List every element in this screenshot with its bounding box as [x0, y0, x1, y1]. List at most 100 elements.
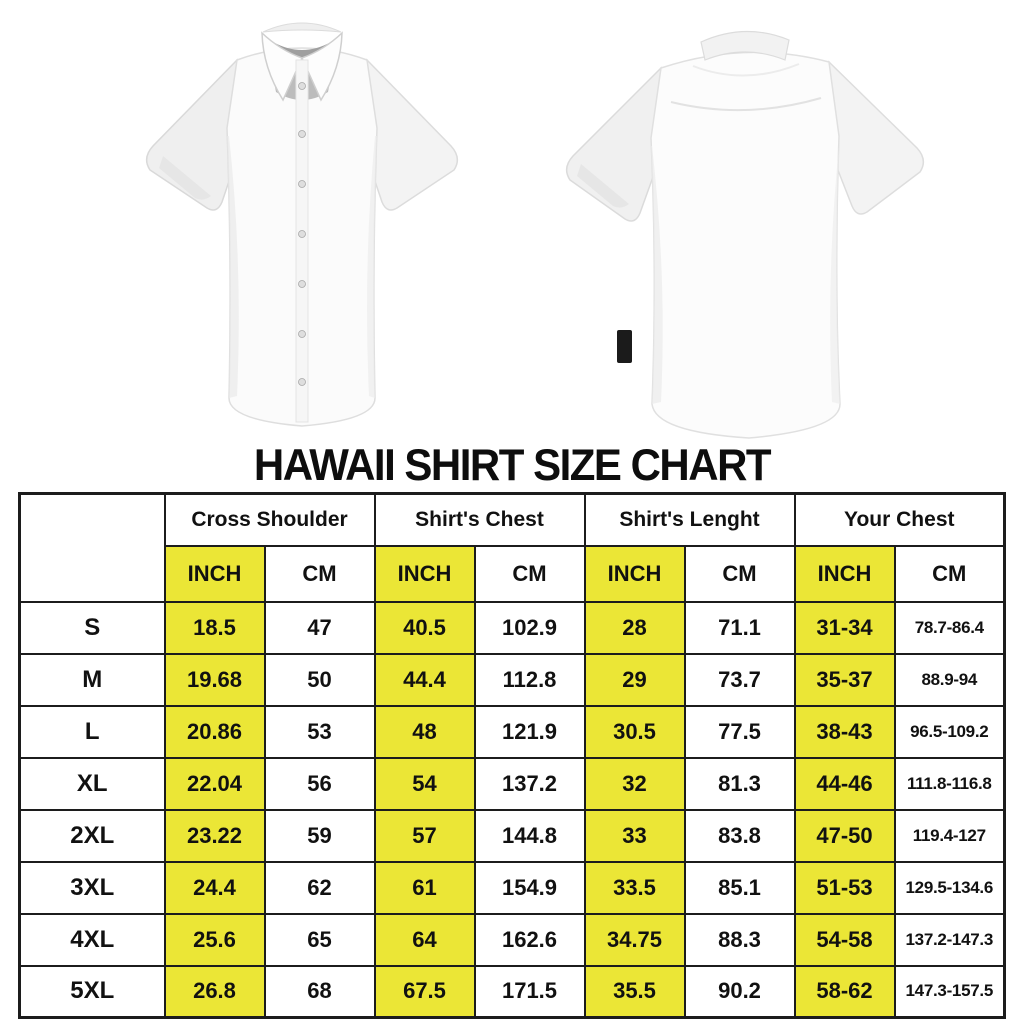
inch-header: INCH: [583, 544, 686, 603]
inch-value-cell: 33.5: [583, 860, 686, 915]
cm-value-cell: 65: [263, 912, 376, 967]
cm-value-cell: 154.9: [473, 860, 586, 915]
size-column-corner-cell: [18, 492, 166, 603]
table-row: 5XL 26.8 68 67.5 171.5 35.5 90.2 58-62 147.3-157…: [18, 964, 1006, 1019]
inch-value-cell: 58-62: [793, 964, 896, 1019]
cm-value-cell: 121.9: [473, 704, 586, 759]
cm-value-cell: 77.5: [683, 704, 796, 759]
inch-value-cell: 35-37: [793, 652, 896, 707]
cm-value-cell: 83.8: [683, 808, 796, 863]
cm-value-cell: 137.2-147.3: [893, 912, 1006, 967]
cm-value-cell: 144.8: [473, 808, 586, 863]
column-group-shirts-chest: Shirt's Chest: [373, 492, 586, 547]
inch-header: INCH: [793, 544, 896, 603]
inch-value-cell: 61: [373, 860, 476, 915]
inch-value-cell: 29: [583, 652, 686, 707]
inch-value-cell: 38-43: [793, 704, 896, 759]
table-row: M 19.68 50 44.4 112.8 29 73.7 35-37 88.9-94: [18, 652, 1006, 707]
inch-value-cell: 18.5: [163, 600, 266, 655]
inch-value-cell: 35.5: [583, 964, 686, 1019]
column-group-shirts-lenght: Shirt's Lenght: [583, 492, 796, 547]
page-title: HAWAII SHIRT SIZE CHART: [253, 439, 772, 490]
inch-value-cell: 40.5: [373, 600, 476, 655]
inch-value-cell: 28: [583, 600, 686, 655]
cm-value-cell: 119.4-127: [893, 808, 1006, 863]
cm-value-cell: 81.3: [683, 756, 796, 811]
size-cell: XL: [18, 756, 166, 811]
cm-value-cell: 53: [263, 704, 376, 759]
cm-value-cell: 102.9: [473, 600, 586, 655]
cm-value-cell: 137.2: [473, 756, 586, 811]
inch-header: INCH: [163, 544, 266, 603]
cm-value-cell: 71.1: [683, 600, 796, 655]
column-group-your-chest: Your Chest: [793, 492, 1006, 547]
size-cell: M: [18, 652, 166, 707]
table-row: 3XL 24.4 62 61 154.9 33.5 85.1 51-53 129.5-134.6: [18, 860, 1006, 915]
inch-value-cell: 24.4: [163, 860, 266, 915]
cm-value-cell: 147.3-157.5: [893, 964, 1006, 1019]
cm-value-cell: 50: [263, 652, 376, 707]
cm-value-cell: 68: [263, 964, 376, 1019]
size-table-body: S 18.5 47 40.5 102.9 28 71.1 31-34 78.7-86.4 M 19.…: [18, 600, 1006, 1019]
cm-header: CM: [683, 544, 796, 603]
inch-value-cell: 25.6: [163, 912, 266, 967]
inch-value-cell: 44.4: [373, 652, 476, 707]
table-row: 4XL 25.6 65 64 162.6 34.75 88.3 54-58 137.2-147.…: [18, 912, 1006, 967]
cm-value-cell: 85.1: [683, 860, 796, 915]
table-row: XL 22.04 56 54 137.2 32 81.3 44-46 111.8-116.8: [18, 756, 1006, 811]
inch-value-cell: 51-53: [793, 860, 896, 915]
inch-value-cell: 33: [583, 808, 686, 863]
cm-value-cell: 47: [263, 600, 376, 655]
inch-value-cell: 19.68: [163, 652, 266, 707]
inch-value-cell: 30.5: [583, 704, 686, 759]
size-cell: 5XL: [18, 964, 166, 1019]
care-tag: [617, 330, 632, 363]
cm-value-cell: 129.5-134.6: [893, 860, 1006, 915]
inch-value-cell: 64: [373, 912, 476, 967]
inch-value-cell: 20.86: [163, 704, 266, 759]
inch-value-cell: 57: [373, 808, 476, 863]
cm-value-cell: 59: [263, 808, 376, 863]
cm-value-cell: 62: [263, 860, 376, 915]
unit-header-row: INCH CM INCH CM INCH CM INCH CM: [20, 544, 1006, 603]
shirt-front-photo: [145, 22, 459, 427]
group-header-row: Cross Shoulder Shirt's Chest Shirt's Len…: [18, 492, 1006, 603]
cm-value-cell: 90.2: [683, 964, 796, 1019]
cm-header: CM: [893, 544, 1006, 603]
cm-value-cell: 96.5-109.2: [893, 704, 1006, 759]
size-cell: S: [18, 600, 166, 655]
cm-value-cell: 88.3: [683, 912, 796, 967]
cm-value-cell: 112.8: [473, 652, 586, 707]
inch-value-cell: 48: [373, 704, 476, 759]
cm-value-cell: 162.6: [473, 912, 586, 967]
column-group-cross-shoulder: Cross Shoulder: [163, 492, 376, 547]
cm-value-cell: 78.7-86.4: [893, 600, 1006, 655]
inch-value-cell: 26.8: [163, 964, 266, 1019]
shirt-back-photo: [565, 30, 925, 439]
inch-value-cell: 47-50: [793, 808, 896, 863]
cm-value-cell: 111.8-116.8: [893, 756, 1006, 811]
cm-header: CM: [473, 544, 586, 603]
inch-value-cell: 22.04: [163, 756, 266, 811]
size-cell: 2XL: [18, 808, 166, 863]
inch-value-cell: 54-58: [793, 912, 896, 967]
size-chart-table: Cross Shoulder Shirt's Chest Shirt's Len…: [18, 492, 1007, 1019]
inch-value-cell: 31-34: [793, 600, 896, 655]
size-cell: 4XL: [18, 912, 166, 967]
inch-value-cell: 67.5: [373, 964, 476, 1019]
size-cell: L: [18, 704, 166, 759]
table-row: L 20.86 53 48 121.9 30.5 77.5 38-43 96.5-109.2: [18, 704, 1006, 759]
inch-value-cell: 23.22: [163, 808, 266, 863]
inch-value-cell: 34.75: [583, 912, 686, 967]
table-row: S 18.5 47 40.5 102.9 28 71.1 31-34 78.7-86.4: [18, 600, 1006, 655]
size-cell: 3XL: [18, 860, 166, 915]
cm-value-cell: 88.9-94: [893, 652, 1006, 707]
inch-header: INCH: [373, 544, 476, 603]
cm-value-cell: 171.5: [473, 964, 586, 1019]
cm-value-cell: 56: [263, 756, 376, 811]
inch-value-cell: 44-46: [793, 756, 896, 811]
inch-value-cell: 54: [373, 756, 476, 811]
cm-header: CM: [263, 544, 376, 603]
cm-value-cell: 73.7: [683, 652, 796, 707]
